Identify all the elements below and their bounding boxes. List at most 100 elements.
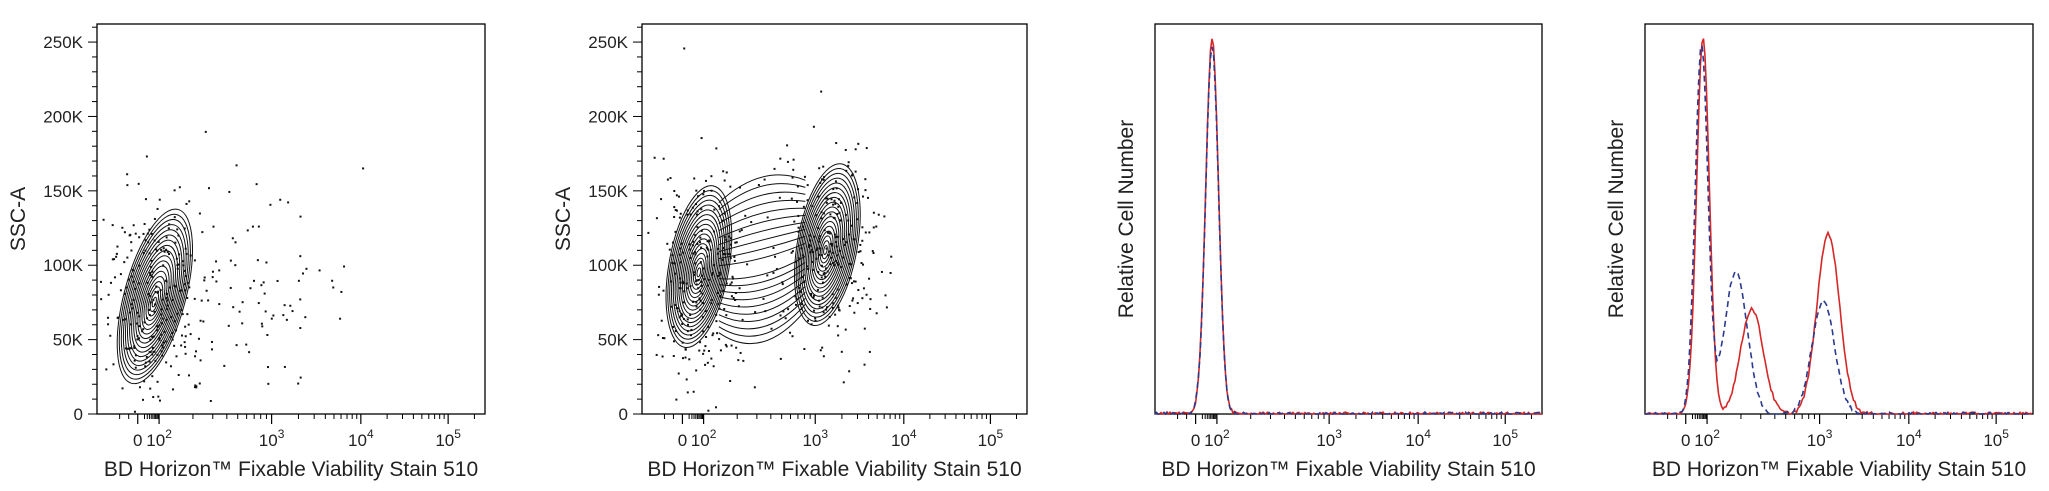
event-dot <box>838 219 841 222</box>
event-dot <box>299 298 302 301</box>
event-dot <box>686 330 689 333</box>
event-dot <box>712 230 715 233</box>
event-dot <box>653 156 656 159</box>
event-dot <box>124 347 127 350</box>
event-dot <box>166 251 169 254</box>
x-tick-label: 104 <box>1896 427 1922 450</box>
event-dot <box>746 263 749 266</box>
event-dot <box>835 142 838 145</box>
event-dot <box>837 205 840 208</box>
event-dot <box>143 223 146 226</box>
event-dot <box>753 386 756 389</box>
event-dot <box>156 291 159 294</box>
event-dot <box>706 255 709 258</box>
event-dot <box>136 311 139 314</box>
event-dot <box>693 177 696 180</box>
event-dot <box>727 235 730 238</box>
event-dot <box>682 282 685 285</box>
event-dot <box>163 250 166 253</box>
event-dot <box>151 353 154 356</box>
event-dot <box>126 184 129 187</box>
y-tick-label: 0 <box>619 405 628 424</box>
event-dot <box>248 351 251 354</box>
event-dot <box>112 363 115 366</box>
event-dot <box>738 230 741 233</box>
event-dot <box>820 264 823 267</box>
event-dot <box>673 206 676 209</box>
event-dot <box>160 248 163 251</box>
event-dot <box>754 311 757 314</box>
event-dot <box>685 287 688 290</box>
event-dot <box>869 298 872 301</box>
event-dot <box>821 306 824 309</box>
event-dot <box>707 409 710 412</box>
event-dot <box>133 359 136 362</box>
event-dot <box>719 295 722 298</box>
event-dot <box>806 199 809 202</box>
event-dot <box>173 189 176 192</box>
event-dot <box>189 254 192 257</box>
event-dot <box>156 353 159 356</box>
event-dot <box>710 189 713 192</box>
event-dot <box>148 252 151 255</box>
event-dot <box>824 197 827 200</box>
event-dot <box>811 205 814 208</box>
event-dot <box>689 313 692 316</box>
event-dot <box>253 279 256 282</box>
event-dot <box>854 148 857 151</box>
event-dot <box>848 262 851 265</box>
contour-level <box>135 255 174 344</box>
event-dot <box>723 179 726 182</box>
event-dot <box>183 227 186 230</box>
event-dot <box>285 318 288 321</box>
y-axis-label: SSC-A <box>7 187 30 251</box>
event-dot <box>178 253 181 256</box>
event-dot <box>865 293 868 296</box>
event-dot <box>833 233 836 236</box>
event-dot <box>198 382 201 385</box>
event-dot <box>795 297 798 300</box>
event-dot <box>834 313 837 316</box>
event-dot <box>663 337 666 340</box>
event-dot <box>791 176 794 179</box>
event-dot <box>818 240 821 243</box>
event-dot <box>715 147 718 150</box>
event-dot <box>786 144 789 147</box>
event-dot <box>818 253 821 256</box>
event-dot <box>144 198 147 201</box>
event-dot <box>340 290 343 293</box>
event-dot <box>162 346 165 349</box>
x-tick-label: 104 <box>348 427 374 450</box>
event-dot <box>851 173 854 176</box>
event-dot <box>679 212 682 215</box>
event-dot <box>701 274 704 277</box>
event-dot <box>689 285 692 288</box>
event-dot <box>674 303 677 306</box>
event-dot <box>834 202 837 205</box>
event-dot <box>836 235 839 238</box>
event-dot <box>729 257 732 260</box>
event-dot <box>675 194 678 197</box>
event-dot <box>807 245 810 248</box>
event-dot <box>159 333 162 336</box>
event-dot <box>260 284 263 287</box>
event-dot <box>826 197 829 200</box>
event-dot <box>688 243 691 246</box>
event-dot <box>787 308 790 311</box>
contour-level <box>665 185 733 349</box>
event-dot <box>857 142 860 145</box>
event-dot <box>826 270 829 273</box>
event-dot <box>137 182 140 185</box>
event-dot <box>678 195 681 198</box>
event-dot <box>691 244 694 247</box>
event-dot <box>834 180 837 183</box>
event-dot <box>270 317 273 320</box>
contour-level <box>800 182 853 310</box>
event-dot <box>692 390 695 393</box>
event-dot <box>766 216 769 219</box>
event-dot <box>857 289 860 292</box>
event-dot <box>779 314 782 317</box>
event-dot <box>725 171 728 174</box>
event-dot <box>187 323 190 326</box>
contour-level <box>118 213 191 380</box>
